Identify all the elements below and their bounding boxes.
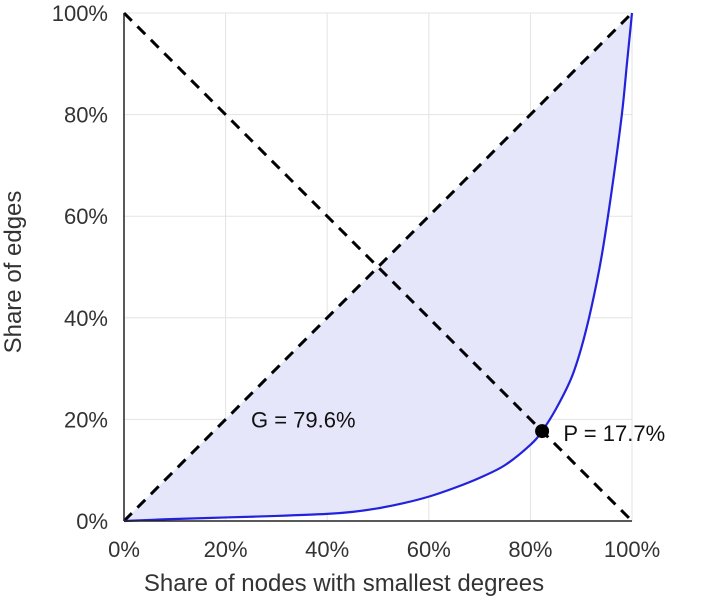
y-tick-label-3: 60% (64, 204, 108, 229)
y-tick-label-0: 0% (76, 509, 108, 534)
x-axis-title: Share of nodes with smallest degrees (144, 570, 544, 597)
x-tick-label-3: 60% (407, 537, 451, 562)
x-tick-label-0: 0% (108, 537, 140, 562)
x-tick-label-5: 100% (604, 537, 660, 562)
equality-dashed-line (122, 11, 634, 523)
axes (123, 13, 632, 522)
y-axis-title: Share of edges (0, 191, 27, 354)
x-tick-label-2: 40% (305, 537, 349, 562)
y-tick-label-2: 40% (64, 306, 108, 331)
y-tick-label-5: 100% (52, 1, 108, 26)
gini-annotation: G = 79.6% (251, 407, 356, 432)
y-tick-label-4: 80% (64, 103, 108, 128)
dashed-reference-lines (122, 11, 634, 523)
p-point-marker (535, 424, 550, 439)
y-tick-label-1: 20% (64, 407, 108, 432)
tick-labels: 0% 20% 40% 60% 80% 100% 0% 20% 40% 60% 80% 100% (52, 1, 660, 562)
anti-diagonal-dashed-line (122, 11, 634, 523)
x-tick-label-4: 80% (508, 537, 552, 562)
x-tick-label-1: 20% (204, 537, 248, 562)
lorenz-curve-line (123, 12, 634, 523)
point-annotation: P = 17.7% (563, 421, 665, 446)
